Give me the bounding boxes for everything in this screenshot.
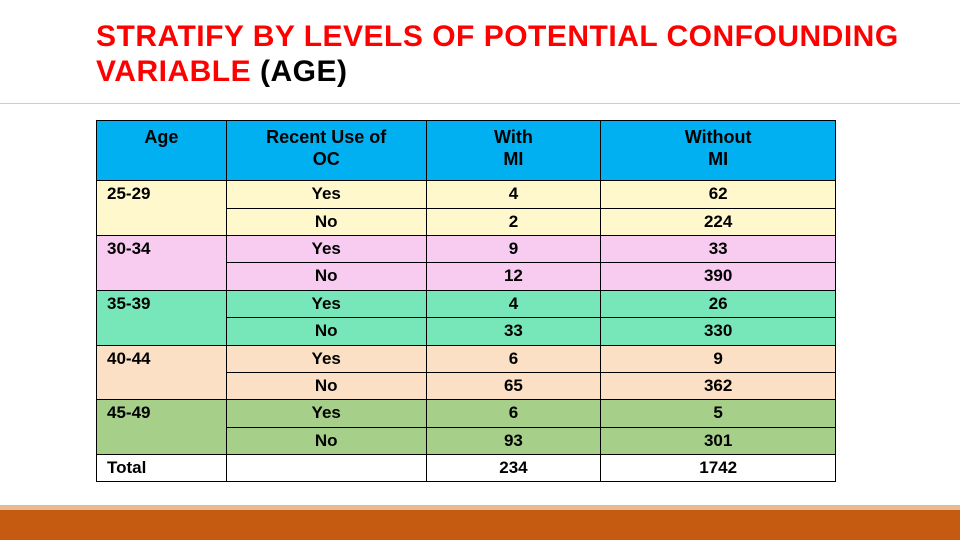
cell-without-mi: 9 — [601, 345, 836, 372]
cell-age: 35-39 — [97, 290, 227, 345]
cell-with-mi: 93 — [426, 427, 601, 454]
cell-age: 25-29 — [97, 181, 227, 236]
header-oc: Recent Use of OC — [226, 121, 426, 181]
table-total-row: Total 2341742 — [97, 455, 836, 482]
cell-oc: No — [226, 208, 426, 235]
cell-without-mi: 33 — [601, 235, 836, 262]
cell-age: 45-49 — [97, 400, 227, 455]
header-oc-line1: Recent Use of — [231, 127, 422, 149]
header-without-mi: Without MI — [601, 121, 836, 181]
cell-without-mi: 390 — [601, 263, 836, 290]
header-with-line1: With — [431, 127, 597, 149]
cell-with-mi: 33 — [426, 318, 601, 345]
cell-total-with: 234 — [426, 455, 601, 482]
cell-total-blank — [226, 455, 426, 482]
bottom-accent-bar — [0, 510, 960, 540]
table-row: 30-34Yes933 — [97, 235, 836, 262]
table-row: 35-39Yes426 — [97, 290, 836, 317]
horizontal-divider — [0, 103, 960, 104]
header-with-line2: MI — [431, 149, 597, 171]
cell-without-mi: 330 — [601, 318, 836, 345]
table-row: 45-49Yes65 — [97, 400, 836, 427]
cell-oc: Yes — [226, 400, 426, 427]
header-with-mi: With MI — [426, 121, 601, 181]
header-age: Age — [97, 121, 227, 181]
slide-title: STRATIFY BY LEVELS OF POTENTIAL CONFOUND… — [0, 20, 960, 103]
table-header-row: Age Recent Use of OC With MI Without MI — [97, 121, 836, 181]
stratification-table: Age Recent Use of OC With MI Without MI — [96, 120, 836, 482]
cell-total-label: Total — [97, 455, 227, 482]
cell-age: 30-34 — [97, 235, 227, 290]
cell-with-mi: 12 — [426, 263, 601, 290]
cell-oc: No — [226, 372, 426, 399]
table-row: 40-44Yes69 — [97, 345, 836, 372]
title-text-main: STRATIFY BY LEVELS OF POTENTIAL CONFOUND… — [96, 20, 899, 88]
cell-with-mi: 4 — [426, 181, 601, 208]
cell-with-mi: 65 — [426, 372, 601, 399]
table-row: 25-29Yes462 — [97, 181, 836, 208]
cell-total-without: 1742 — [601, 455, 836, 482]
cell-oc: Yes — [226, 235, 426, 262]
cell-with-mi: 2 — [426, 208, 601, 235]
cell-without-mi: 362 — [601, 372, 836, 399]
cell-age: 40-44 — [97, 345, 227, 400]
cell-without-mi: 5 — [601, 400, 836, 427]
cell-with-mi: 6 — [426, 400, 601, 427]
header-oc-line2: OC — [231, 149, 422, 171]
cell-with-mi: 4 — [426, 290, 601, 317]
cell-oc: No — [226, 263, 426, 290]
cell-oc: Yes — [226, 345, 426, 372]
cell-oc: No — [226, 427, 426, 454]
cell-oc: Yes — [226, 181, 426, 208]
header-wo-line2: MI — [605, 149, 831, 171]
cell-without-mi: 301 — [601, 427, 836, 454]
table-body: 25-29Yes462No222430-34Yes933No1239035-39… — [97, 181, 836, 482]
cell-without-mi: 26 — [601, 290, 836, 317]
header-wo-line1: Without — [605, 127, 831, 149]
cell-with-mi: 9 — [426, 235, 601, 262]
cell-without-mi: 62 — [601, 181, 836, 208]
cell-without-mi: 224 — [601, 208, 836, 235]
cell-with-mi: 6 — [426, 345, 601, 372]
stratification-table-container: Age Recent Use of OC With MI Without MI — [96, 120, 836, 482]
cell-oc: No — [226, 318, 426, 345]
slide: STRATIFY BY LEVELS OF POTENTIAL CONFOUND… — [0, 0, 960, 540]
cell-oc: Yes — [226, 290, 426, 317]
title-text-age: (AGE) — [260, 55, 348, 88]
